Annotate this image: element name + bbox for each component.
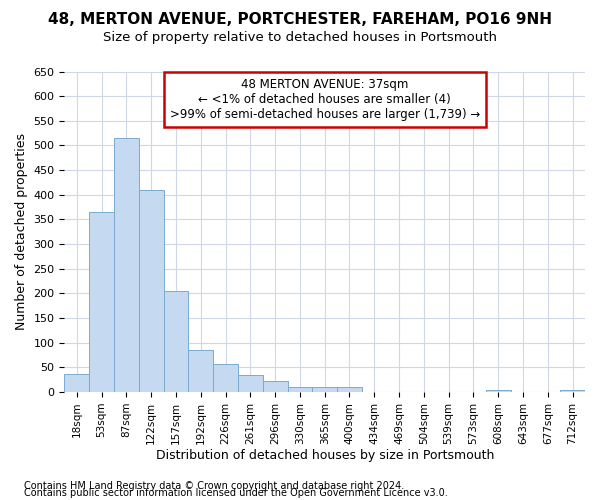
Bar	[313, 387, 337, 392]
Bar	[89, 212, 114, 392]
Bar	[114, 138, 139, 392]
Bar	[213, 364, 238, 392]
X-axis label: Distribution of detached houses by size in Portsmouth: Distribution of detached houses by size …	[155, 450, 494, 462]
Bar	[486, 390, 511, 392]
Bar	[287, 387, 313, 392]
Bar	[139, 190, 164, 392]
Bar	[64, 374, 89, 392]
Bar	[238, 375, 263, 392]
Bar	[188, 350, 213, 392]
Bar	[263, 381, 287, 392]
Text: Contains public sector information licensed under the Open Government Licence v3: Contains public sector information licen…	[24, 488, 448, 498]
Text: Size of property relative to detached houses in Portsmouth: Size of property relative to detached ho…	[103, 31, 497, 44]
Y-axis label: Number of detached properties: Number of detached properties	[15, 134, 28, 330]
Text: 48 MERTON AVENUE: 37sqm
← <1% of detached houses are smaller (4)
>99% of semi-de: 48 MERTON AVENUE: 37sqm ← <1% of detache…	[170, 78, 480, 121]
Bar	[337, 387, 362, 392]
Bar	[164, 291, 188, 392]
Text: 48, MERTON AVENUE, PORTCHESTER, FAREHAM, PO16 9NH: 48, MERTON AVENUE, PORTCHESTER, FAREHAM,…	[48, 12, 552, 28]
Bar	[560, 390, 585, 392]
Text: Contains HM Land Registry data © Crown copyright and database right 2024.: Contains HM Land Registry data © Crown c…	[24, 481, 404, 491]
